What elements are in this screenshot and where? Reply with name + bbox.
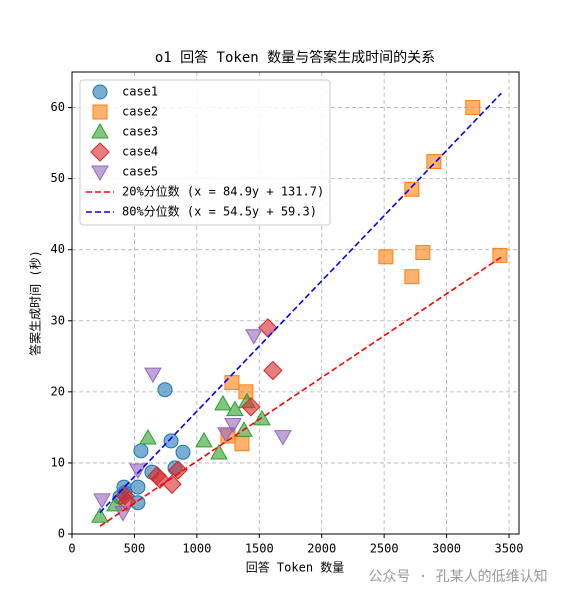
y-tick-label: 40 bbox=[51, 242, 65, 256]
x-axis-label: 回答 Token 数量 bbox=[246, 560, 345, 575]
y-tick-label: 0 bbox=[58, 527, 65, 541]
point bbox=[224, 375, 240, 391]
x-tick-label: 1500 bbox=[245, 542, 274, 556]
x-tick-label: 0 bbox=[68, 542, 75, 556]
point bbox=[465, 100, 481, 116]
x-tick-label: 2500 bbox=[370, 542, 399, 556]
x-tick-label: 500 bbox=[124, 542, 146, 556]
point bbox=[258, 318, 278, 338]
point bbox=[195, 431, 213, 448]
point bbox=[175, 444, 191, 460]
plot-frame bbox=[71, 71, 520, 535]
y-tick-label: 30 bbox=[51, 313, 65, 327]
point bbox=[492, 247, 508, 263]
y-tick-label: 60 bbox=[51, 100, 65, 114]
legend-label: case1 bbox=[122, 85, 158, 99]
point bbox=[241, 397, 261, 417]
point bbox=[93, 493, 111, 509]
point bbox=[224, 418, 242, 434]
legend-marker bbox=[91, 122, 109, 139]
point bbox=[404, 269, 420, 285]
point bbox=[91, 507, 109, 523]
point bbox=[426, 154, 442, 170]
point bbox=[168, 460, 188, 480]
point bbox=[139, 429, 157, 445]
y-axis-label: 答案生成时间 (秒) bbox=[28, 250, 43, 356]
y-tick-label: 20 bbox=[51, 384, 65, 398]
point bbox=[263, 360, 283, 381]
legend-marker bbox=[92, 84, 108, 100]
legend-label: 80%分位数 (x = 54.5y + 59.3) bbox=[122, 204, 317, 219]
y-tick-label: 10 bbox=[51, 455, 65, 469]
point bbox=[217, 427, 235, 443]
legend-label: case2 bbox=[122, 105, 158, 119]
point bbox=[214, 394, 232, 411]
point bbox=[226, 400, 244, 417]
point bbox=[274, 430, 292, 446]
point bbox=[133, 443, 149, 459]
point bbox=[157, 382, 173, 398]
point bbox=[210, 443, 228, 460]
x-tick-label: 3000 bbox=[432, 542, 461, 556]
point bbox=[130, 479, 146, 495]
legend-marker bbox=[90, 142, 110, 162]
legend-box bbox=[79, 79, 331, 226]
legend-label: case5 bbox=[122, 165, 158, 179]
point bbox=[245, 329, 263, 345]
point bbox=[404, 181, 420, 197]
point bbox=[415, 245, 431, 261]
x-tick-label: 2000 bbox=[307, 542, 336, 556]
legend-label: case3 bbox=[122, 125, 158, 139]
point bbox=[144, 367, 162, 384]
chart-title: o1 回答 Token 数量与答案生成时间的关系 bbox=[155, 49, 435, 66]
x-tick-label: 3500 bbox=[495, 542, 524, 556]
point bbox=[163, 433, 179, 449]
watermark: 公众号 · 孔某人的低维认知 bbox=[368, 568, 547, 585]
point bbox=[234, 436, 250, 452]
legend-marker bbox=[92, 104, 108, 120]
y-tick-label: 50 bbox=[51, 171, 65, 185]
legend-marker bbox=[91, 165, 109, 182]
legend-label: 20%分位数 (x = 84.9y + 131.7) bbox=[122, 184, 324, 199]
fit-line bbox=[99, 92, 502, 514]
point bbox=[378, 249, 394, 265]
x-tick-label: 1000 bbox=[182, 542, 211, 556]
point bbox=[162, 474, 182, 494]
legend-label: case4 bbox=[122, 145, 158, 159]
point bbox=[129, 463, 147, 480]
